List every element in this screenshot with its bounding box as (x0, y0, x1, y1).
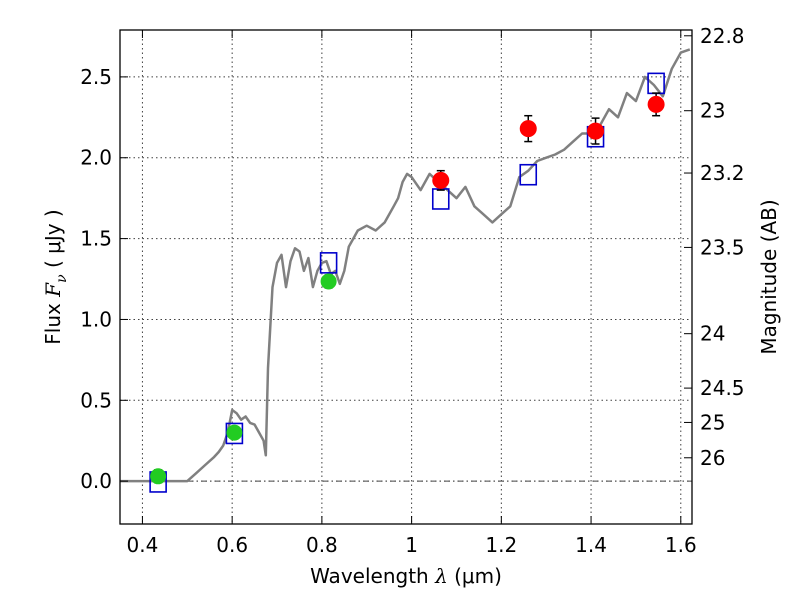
nir-data-points (432, 95, 665, 189)
magnitude-axis-label: Magnitude (AB) (757, 199, 781, 354)
x-tick-label: 0.8 (306, 533, 338, 557)
magnitude-tick-label: 23.5 (700, 235, 745, 259)
optical-data-point (320, 273, 337, 290)
magnitude-axis-ticks: 22.8 23 23.2 23.5 24 24.5 25 26 (684, 24, 745, 470)
nir-data-point (587, 122, 605, 140)
model-photometry-square (225, 422, 244, 445)
model-photometry-square (319, 252, 338, 274)
magnitude-tick-label: 23.2 (700, 161, 745, 185)
magnitude-tick-label: 26 (700, 446, 725, 470)
y-axis-label: Flux Fν ( μJy ) (41, 209, 70, 344)
model-spectrum-line (120, 48, 691, 483)
y-tick-label: 0.0 (80, 469, 112, 493)
model-photometry-square (519, 163, 538, 186)
y-tick-label: 0.5 (80, 388, 112, 412)
x-tick-label: 0.6 (216, 533, 248, 557)
x-tick-label: 1.2 (485, 533, 517, 557)
y-tick-label: 1.0 (80, 307, 112, 331)
x-tick-label: 1 (405, 533, 418, 557)
optical-data-points (150, 273, 337, 485)
y-tick-label: 2.0 (80, 146, 112, 170)
x-tick-label: 1.4 (575, 533, 607, 557)
nir-data-point (432, 171, 450, 189)
y-tick-label: 2.5 (80, 65, 112, 89)
x-axis-ticks: 0.4 0.6 0.8 1 1.2 1.4 1.6 (127, 30, 697, 557)
optical-data-point (226, 424, 243, 441)
plot-frame (119, 29, 693, 525)
nir-data-point (647, 95, 665, 113)
magnitude-tick-label: 24 (700, 322, 725, 346)
magnitude-tick-label: 22.8 (700, 24, 745, 48)
magnitude-tick-label: 25 (700, 410, 725, 434)
nir-data-point (519, 120, 537, 138)
y-axis-ticks: 0.0 0.5 1.0 1.5 2.0 2.5 (80, 65, 128, 493)
x-tick-label: 1.6 (665, 533, 697, 557)
magnitude-tick-label: 24.5 (700, 376, 745, 400)
x-axis-label: Wavelength λ (μm) (310, 564, 502, 588)
y-tick-label: 1.5 (80, 227, 112, 251)
plot-background (120, 30, 692, 524)
magnitude-tick-label: 23 (700, 99, 725, 123)
optical-data-point (150, 468, 167, 485)
x-tick-label: 0.4 (127, 533, 159, 557)
